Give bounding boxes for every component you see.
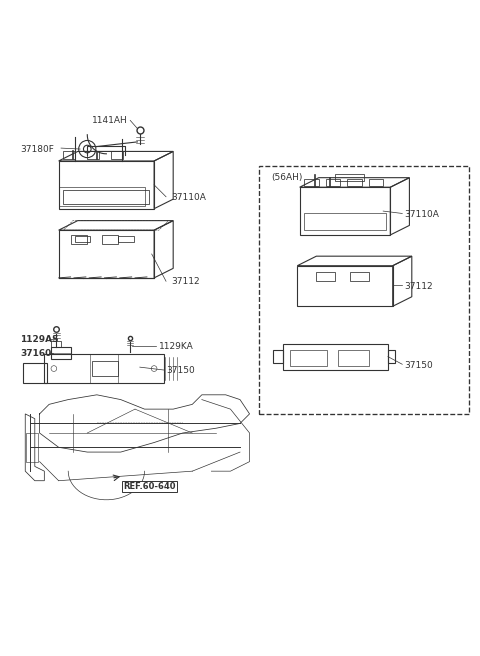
Bar	[274, 350, 283, 363]
Bar	[304, 179, 319, 186]
Text: 37112: 37112	[405, 281, 433, 291]
Bar	[336, 174, 364, 182]
Bar	[350, 272, 369, 281]
Text: 37112: 37112	[171, 277, 199, 286]
Bar	[111, 152, 123, 159]
Text: 37110A: 37110A	[405, 210, 440, 219]
Bar	[26, 433, 38, 462]
Bar	[348, 179, 362, 186]
Bar	[316, 272, 336, 281]
Bar	[369, 179, 383, 186]
Bar	[44, 354, 164, 383]
Bar	[63, 190, 149, 204]
Bar	[63, 152, 75, 159]
Bar	[87, 152, 99, 159]
Bar	[300, 187, 390, 235]
Bar	[297, 266, 393, 306]
Text: 1129KA: 1129KA	[159, 342, 193, 351]
Bar	[259, 166, 469, 414]
Bar	[51, 341, 61, 347]
Bar	[290, 350, 327, 366]
Text: 37160: 37160	[21, 349, 52, 358]
Bar	[304, 213, 385, 230]
Bar	[326, 179, 340, 186]
Bar	[338, 350, 369, 366]
Bar	[23, 363, 47, 383]
Bar	[118, 236, 134, 242]
Bar	[59, 187, 144, 206]
Text: (56AH): (56AH)	[271, 173, 302, 182]
Bar	[283, 344, 388, 370]
Bar	[92, 361, 118, 376]
Text: 37150: 37150	[405, 361, 433, 370]
Bar	[102, 235, 118, 245]
Text: REF.60-640: REF.60-640	[123, 482, 176, 491]
Text: 37180F: 37180F	[21, 145, 54, 154]
Bar	[74, 236, 90, 242]
Text: 1141AH: 1141AH	[92, 116, 128, 125]
Bar	[51, 347, 71, 359]
Bar	[71, 235, 87, 245]
Bar	[388, 350, 395, 363]
Text: 1129AS: 1129AS	[21, 335, 59, 344]
Text: 37110A: 37110A	[171, 194, 205, 202]
Text: 37150: 37150	[166, 366, 195, 375]
